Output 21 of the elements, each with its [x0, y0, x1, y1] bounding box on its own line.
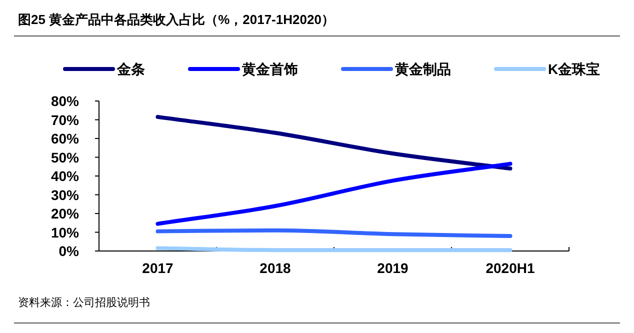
line-series — [156, 162, 512, 226]
legend-label: K金珠宝 — [548, 61, 600, 77]
x-tick-label: 2019 — [377, 260, 409, 276]
legend-label: 金条 — [116, 61, 145, 77]
y-tick-label: 20% — [50, 206, 80, 222]
y-tick-label: 70% — [50, 112, 80, 128]
chart-title: 图25 黄金产品中各品类收入占比（%，2017-1H2020） — [18, 12, 334, 27]
y-tick-label: 80% — [50, 93, 80, 109]
y-tick-label: 10% — [50, 224, 80, 240]
y-tick-label: 40% — [50, 168, 80, 184]
y-tick-label: 0% — [58, 243, 80, 259]
y-tick-label: 50% — [50, 149, 80, 166]
legend-label: 黄金制品 — [394, 61, 451, 77]
x-tick-label: 2018 — [260, 260, 292, 276]
y-tick-label: 30% — [50, 186, 80, 203]
text: 资料来源：公司招股说明书 — [18, 296, 150, 309]
legend-label: 黄金首饰 — [241, 61, 298, 77]
x-tick-label: 2020H1 — [486, 260, 535, 276]
y-tick-label: 60% — [50, 130, 80, 146]
x-tick-label: 2017 — [142, 260, 174, 276]
line-series — [156, 114, 512, 170]
